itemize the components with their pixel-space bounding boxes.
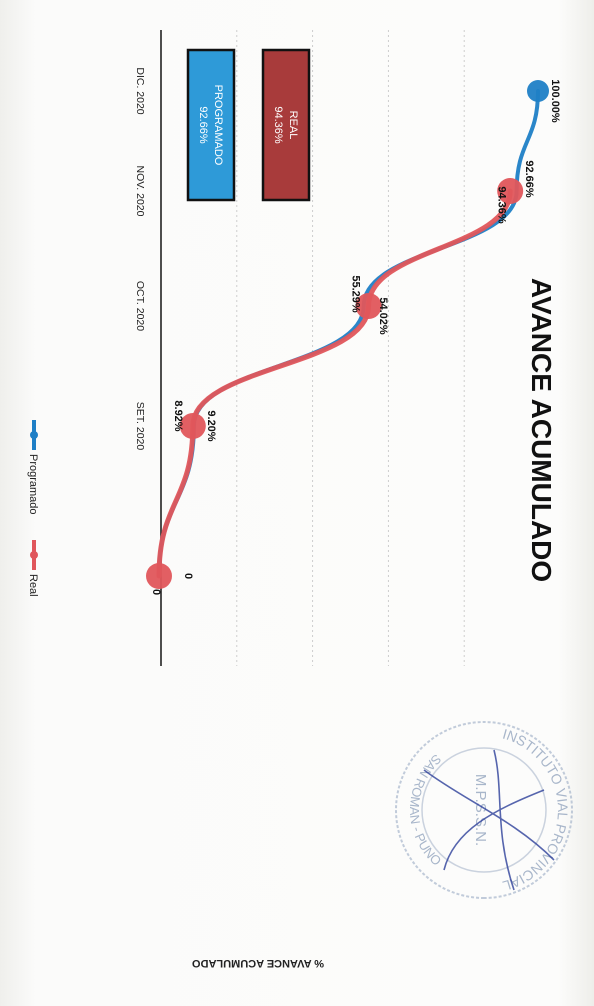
chart-title: AVANCE ACUMULADO [526,278,557,582]
data-point-real [497,178,524,204]
data-label-programado: 54.02% [377,297,389,335]
data-label-programado: 100.00% [549,79,561,123]
x-tick-label: SET. 2020 [134,402,146,451]
institution-stamp: INSTITUTO VIAL PROVINCIAL M.P.S.S.N. SAN… [395,721,573,899]
series-line-real [156,188,513,579]
axes: 0 SET. 2020 OCT. 2020 NOV. 2020 DIC. 2020 [134,67,162,595]
annotation-title: REAL [287,111,299,140]
data-point-programado [527,80,549,102]
y-axis-label: % AVANCE ACUMULADO [192,957,324,969]
y-tick-label: 0 [150,589,162,595]
annotation-box [261,48,311,202]
annotation-value: 94.36% [272,106,284,144]
legend-marker [30,431,38,439]
svg-text:SAN ROMAN - PUNO: SAN ROMAN - PUNO [407,751,444,868]
legend-marker [30,551,38,559]
stamp-bottom-text: SAN ROMAN - PUNO [407,751,444,868]
data-point-real [146,563,172,589]
annotation-box [186,48,236,202]
legend-label: Programado [27,454,39,515]
series-layer [146,80,549,589]
annotation-value: 92.66% [197,106,209,144]
data-label-real: 92.66% [523,160,535,198]
x-tick-label: DIC. 2020 [134,67,146,114]
data-labels: 9.20% 54.02% 94.36% 100.00% 0 8.92% 55.29% 92.6… [172,79,561,579]
data-label-programado: 9.20% [205,410,217,441]
legend: Programado Real [27,420,39,597]
signature [423,749,555,891]
annotation-title: PROGRAMADO [212,85,224,166]
data-label-programado: 94.36% [496,186,508,224]
stamp-top-text: INSTITUTO VIAL PROVINCIAL [501,726,571,895]
data-label-real: 0 [182,573,194,579]
stamp-center-text: M.P.S.S.N. [472,774,489,846]
x-tick-label: NOV. 2020 [134,166,146,217]
svg-text:INSTITUTO VIAL PROVINCIAL: INSTITUTO VIAL PROVINCIAL [501,726,571,895]
data-point-real [355,293,382,319]
x-tick-label: OCT. 2020 [134,281,146,331]
legend-label: Real [27,574,39,597]
data-label-real: 55.29% [350,275,362,313]
data-point-real [179,413,206,439]
data-label-real: 8.92% [172,400,184,431]
